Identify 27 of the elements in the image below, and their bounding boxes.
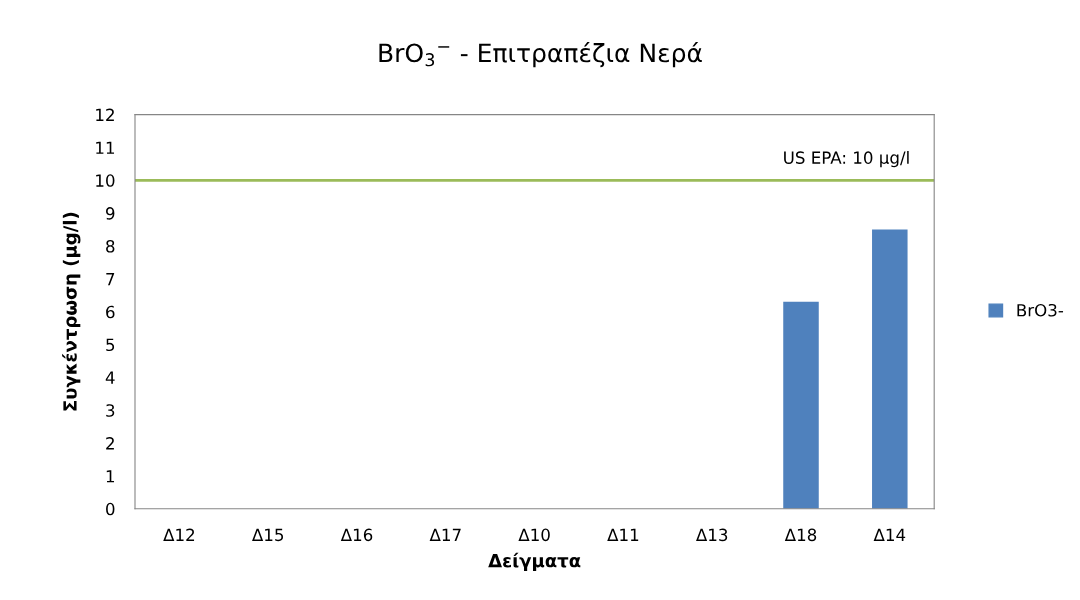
x-tick-label: Δ17 <box>429 528 461 541</box>
x-tick-label: Δ12 <box>163 528 195 541</box>
y-tick-label: 0 <box>106 502 115 516</box>
x-tick-label: Δ10 <box>518 528 550 542</box>
y-tick-label: 10 <box>96 174 115 187</box>
legend-label: BrO3- <box>1017 303 1064 317</box>
x-tick-label: Δ16 <box>340 528 373 542</box>
y-tick-label: 9 <box>106 207 115 220</box>
y-tick-label: 1 <box>106 470 115 483</box>
x-tick-label: Δ11 <box>607 528 639 541</box>
y-axis-title: Συγκέντρωση (μg/l) <box>62 212 81 411</box>
y-tick-label: 11 <box>96 141 115 154</box>
chart-title: BrO$_{3}$$^{−}$ - Επιτραπέζια Νερά <box>379 42 702 68</box>
x-tick-label: Δ14 <box>873 528 906 541</box>
x-axis-title: Δείγματα <box>488 552 581 571</box>
y-tick-label: 6 <box>106 305 115 319</box>
y-tick-label: 3 <box>106 404 115 417</box>
y-tick-label: 4 <box>105 371 115 384</box>
x-tick-label: Δ15 <box>252 528 284 542</box>
ref-line-label: US EPA: 10 μg/l <box>784 151 909 168</box>
x-tick-label: Δ13 <box>696 528 728 542</box>
y-tick-label: 7 <box>106 273 115 286</box>
x-tick-label: Δ18 <box>784 528 817 542</box>
y-tick-label: 8 <box>106 239 115 253</box>
y-tick-label: 2 <box>106 437 114 450</box>
y-tick-label: 12 <box>96 108 114 121</box>
y-tick-label: 5 <box>106 338 115 352</box>
